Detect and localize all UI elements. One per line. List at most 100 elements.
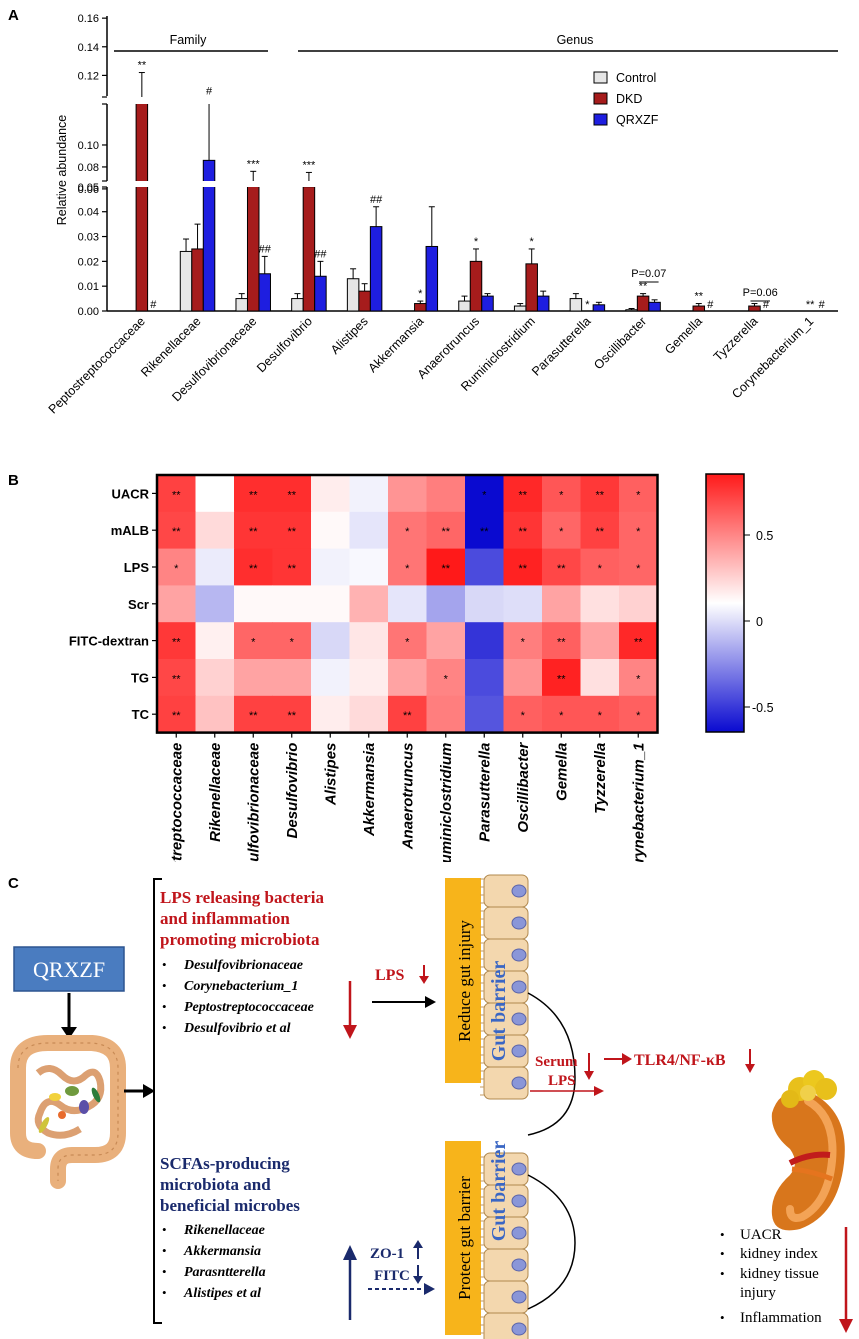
bullet: • [162, 999, 167, 1014]
cell-nucleus [511, 1226, 527, 1240]
heatmap-cell [503, 585, 543, 623]
heatmap-frame [155, 473, 659, 734]
y-tick-label: 0.08 [78, 162, 99, 174]
scfa-group-title-line1: SCFAs-producing [160, 1154, 290, 1173]
pathway-label: TLR4/NF-κB [634, 1052, 726, 1069]
scfa-group-item: Rikenellaceae [183, 1223, 265, 1238]
heatmap-star: * [521, 710, 526, 722]
legend-swatch-qrxzf [593, 113, 608, 126]
heatmap-cell [272, 659, 312, 697]
bullet: • [162, 957, 167, 972]
heatmap-cell [157, 695, 196, 734]
heatmap-cell [195, 622, 235, 660]
heatmap-cell [426, 622, 466, 660]
heatmap-cell [465, 511, 504, 550]
x-tick-label-akkermansia: Akkermansia [365, 314, 426, 375]
x-tick-label-parasutterella: Parasutterella [529, 314, 593, 378]
heatmap-cell [349, 585, 389, 623]
heatmap-star: ** [172, 526, 181, 538]
y-tick-label: 0.14 [78, 42, 99, 54]
heatmap-cell [580, 659, 620, 697]
heatmap-column-label: Desulfovibrio [284, 743, 301, 839]
protect-gut-barrier-box [445, 1141, 481, 1335]
heatmap-column-label: Peptostreptococcaceae [168, 743, 185, 862]
cell-nucleus [511, 1012, 527, 1026]
heatmap-cell [465, 585, 504, 623]
cell-nucleus [511, 1258, 527, 1272]
zo1-label: ZO-1 [370, 1246, 404, 1262]
heatmap-star: * [636, 563, 641, 575]
x-tick-label-desulfovibrio: Desulfovibrio [254, 314, 315, 375]
heatmap-column-label: Anaerotruncus [399, 743, 416, 851]
significance-mark: * [474, 236, 479, 248]
heatmap-cell [349, 622, 389, 660]
heatmap-cell [542, 585, 581, 623]
heatmap-star: * [559, 526, 564, 538]
heatmap-cell [619, 622, 658, 660]
heatmap-star: * [636, 673, 641, 685]
heatmap-star: ** [518, 489, 527, 501]
bar-control-alistipes [346, 278, 360, 312]
heatmap-star: ** [403, 710, 412, 722]
heatmap-cell [465, 695, 504, 734]
heatmap-cell [195, 659, 235, 697]
bullet: • [720, 1227, 725, 1242]
legend-swatch-dkd [593, 92, 608, 105]
panel-label-a: A [8, 7, 19, 24]
significance-mark: *** [303, 159, 317, 171]
significance-mark: ** [138, 60, 147, 72]
bar-control-desulfovibrio [291, 298, 304, 312]
heatmap-cell [542, 659, 581, 697]
heatmap-star: ** [287, 710, 296, 722]
colorbar [705, 473, 745, 733]
heatmap-cell [311, 548, 350, 586]
epithelial-cell [483, 1066, 529, 1100]
significance-mark: ## [314, 248, 327, 260]
heatmap-cell [580, 585, 620, 623]
heatmap-star: * [405, 563, 410, 575]
heatmap-cell [426, 585, 466, 623]
heatmap-cell [311, 511, 350, 550]
heatmap-cell [542, 475, 581, 513]
heatmap-cell [157, 511, 196, 550]
heatmap-star: * [444, 673, 449, 685]
heatmap-cell [388, 622, 427, 660]
heatmap-column-label: Corynebacterium_1 [630, 743, 647, 862]
colorbar-tick-0.5: 0.5 [756, 529, 773, 543]
cell-nucleus [511, 1194, 527, 1208]
heatmap-cell [349, 695, 389, 734]
significance-mark: ** [694, 291, 703, 303]
heatmap-column-label: Tyzzerella [592, 743, 609, 814]
heatmap-cell [465, 475, 504, 513]
p-value-label: P=0.06 [743, 287, 778, 299]
bar-control-ruminiclostridium [513, 305, 527, 312]
heatmap-cell [234, 511, 273, 550]
heatmap-star: ** [557, 563, 566, 575]
cell-nucleus [511, 980, 527, 994]
heatmap-column-label: Alistipes [322, 743, 339, 807]
y-tick-label: 0.05 [78, 182, 99, 194]
outcome-item: Inflammation [740, 1310, 822, 1326]
y-tick-label: 0.02 [78, 256, 99, 268]
heatmap-cell [619, 548, 658, 586]
heatmap-cell [503, 622, 543, 660]
heatmap-cell [272, 695, 312, 734]
heatmap-star: ** [595, 526, 604, 538]
heatmap-star: * [636, 489, 641, 501]
heatmap-cell [542, 511, 581, 550]
x-tick-label-peptostreptococcaceae: Peptostreptococcaceae [46, 314, 148, 416]
scfa-group-item: Akkermansia [183, 1244, 261, 1259]
heatmap-cell [388, 475, 427, 513]
heatmap-cell [349, 659, 389, 697]
bar-qrxzf-ruminiclostridium [536, 295, 550, 312]
y-tick-label: 0.04 [78, 207, 99, 219]
kidney-icon [771, 1070, 845, 1231]
heatmap-star: ** [249, 526, 258, 538]
heatmap-star: ** [557, 637, 566, 649]
heatmap-star: * [290, 637, 295, 649]
bullet: • [162, 1285, 167, 1300]
bullet: • [162, 1020, 167, 1035]
heatmap-cell [580, 695, 620, 734]
heatmap-star: * [636, 526, 641, 538]
heatmap-cell [157, 585, 196, 623]
